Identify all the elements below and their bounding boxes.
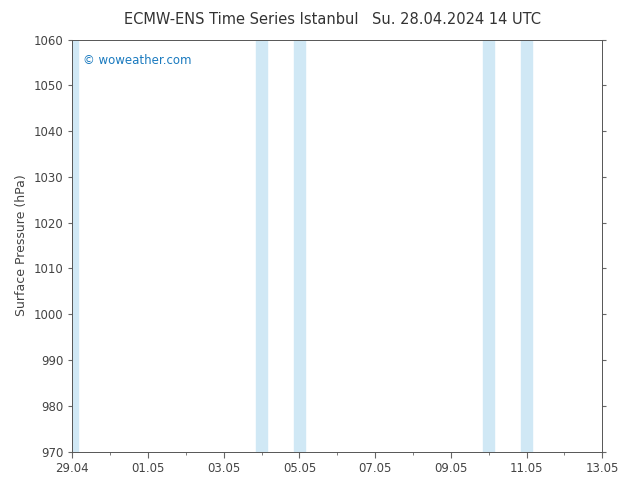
Bar xyxy=(70,40,78,452)
Bar xyxy=(294,40,305,452)
Text: Su. 28.04.2024 14 UTC: Su. 28.04.2024 14 UTC xyxy=(372,12,541,27)
Y-axis label: Surface Pressure (hPa): Surface Pressure (hPa) xyxy=(15,175,28,317)
Text: ECMW-ENS Time Series Istanbul: ECMW-ENS Time Series Istanbul xyxy=(124,12,358,27)
Bar xyxy=(521,40,533,452)
Text: © woweather.com: © woweather.com xyxy=(83,54,191,67)
Bar xyxy=(483,40,495,452)
Bar xyxy=(256,40,268,452)
